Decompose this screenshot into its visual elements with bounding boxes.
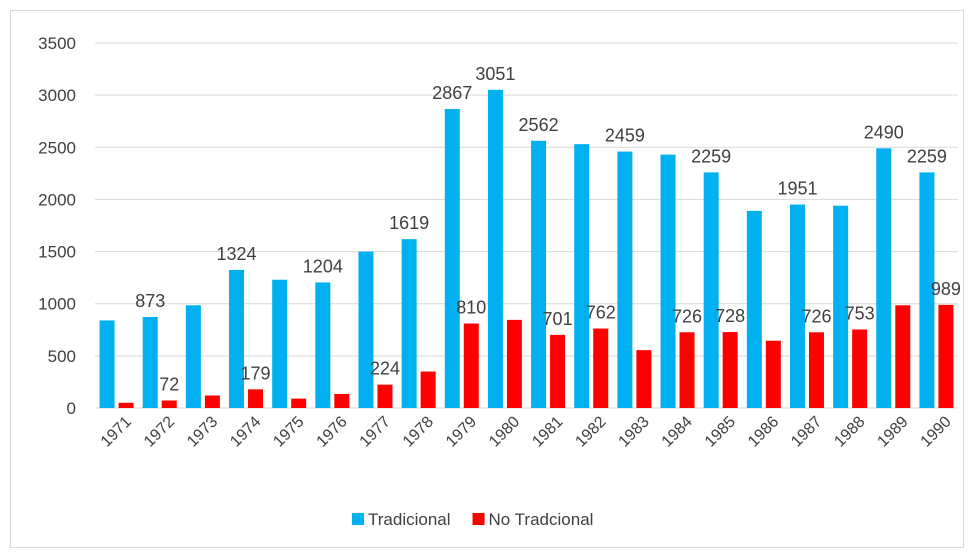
bar	[746, 210, 762, 408]
bar	[334, 393, 350, 408]
data-label: 728	[715, 306, 745, 326]
bar	[99, 320, 115, 408]
y-tick-label: 1000	[38, 295, 76, 314]
data-label: 1204	[303, 256, 343, 276]
bar	[315, 282, 331, 408]
bar	[617, 151, 633, 408]
data-label: 2562	[519, 115, 559, 135]
bar	[185, 305, 201, 408]
bar	[161, 400, 177, 408]
data-label: 753	[845, 303, 875, 323]
data-label: 72	[159, 374, 179, 394]
y-tick-label: 3000	[38, 86, 76, 105]
legend-swatch	[472, 513, 485, 525]
data-label: 1324	[217, 244, 257, 264]
bar	[852, 329, 868, 408]
y-tick-label: 0	[67, 399, 76, 418]
bar	[463, 323, 479, 408]
y-tick-label: 3500	[38, 34, 76, 53]
bar	[531, 140, 547, 408]
y-tick-label: 500	[48, 347, 76, 366]
bar	[765, 340, 781, 408]
data-label: 2259	[907, 146, 947, 166]
data-label: 179	[241, 363, 271, 383]
bar	[679, 332, 695, 408]
data-label: 1951	[777, 179, 817, 199]
y-tick-label: 2000	[38, 190, 76, 209]
bar	[703, 172, 719, 408]
legend-swatch	[352, 513, 364, 525]
data-label: 224	[370, 359, 400, 379]
data-label: 2490	[864, 122, 904, 142]
legend-label: No Tradcional	[489, 510, 594, 529]
bar	[487, 89, 503, 409]
bar	[938, 304, 954, 408]
data-label: 989	[931, 279, 961, 299]
bar	[550, 334, 566, 408]
data-label: 726	[801, 306, 831, 326]
bar	[444, 109, 460, 409]
bar	[420, 371, 436, 408]
data-label: 701	[543, 309, 573, 329]
chart-border	[10, 10, 964, 548]
bar	[204, 395, 220, 408]
bar	[142, 316, 158, 408]
data-label: 3051	[475, 64, 515, 84]
data-label: 2259	[691, 146, 731, 166]
bar	[808, 332, 824, 408]
bar	[722, 332, 738, 408]
data-label: 2867	[432, 83, 472, 103]
data-label: 762	[586, 303, 616, 323]
bar	[789, 204, 805, 408]
data-label: 1619	[389, 213, 429, 233]
legend-label: Tradicional	[368, 510, 451, 529]
bar	[272, 279, 288, 408]
bar	[876, 148, 892, 409]
bar	[377, 384, 393, 408]
bar	[593, 328, 609, 408]
data-label: 873	[135, 291, 165, 311]
bar	[118, 402, 134, 408]
bar	[574, 144, 590, 408]
y-tick-label: 2500	[38, 138, 76, 157]
data-label: 2459	[605, 126, 645, 146]
data-label: 726	[672, 306, 702, 326]
y-tick-label: 1500	[38, 243, 76, 262]
bar	[895, 305, 911, 408]
bar	[660, 154, 676, 408]
bar	[919, 172, 935, 408]
bar	[229, 269, 245, 408]
bar	[636, 350, 652, 408]
bar	[506, 319, 522, 408]
bar	[248, 389, 264, 408]
bar	[291, 398, 307, 408]
bar	[358, 251, 374, 408]
bar	[833, 205, 849, 408]
bar	[401, 239, 417, 408]
data-label: 810	[456, 298, 486, 318]
